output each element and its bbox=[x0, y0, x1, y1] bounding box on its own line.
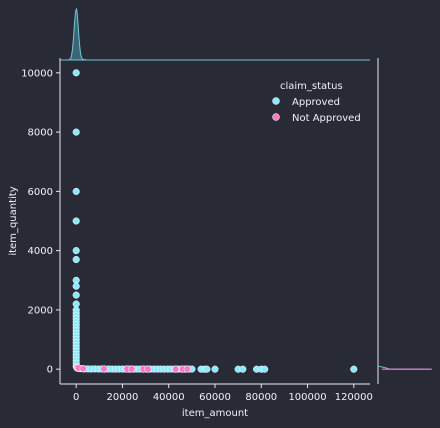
point-approved bbox=[72, 247, 80, 255]
top-density-fill bbox=[66, 8, 86, 60]
point-approved bbox=[72, 282, 80, 290]
point-approved bbox=[72, 276, 80, 284]
point-not-approved bbox=[172, 365, 180, 373]
legend-entry-not-approved: Not Approved bbox=[292, 113, 361, 124]
point-approved bbox=[239, 365, 247, 373]
x-axis: 0 20000 40000 60000 80000 100000 120000 bbox=[73, 384, 373, 403]
point-approved bbox=[203, 365, 211, 373]
point-approved bbox=[72, 255, 80, 264]
point-not-approved bbox=[183, 365, 191, 373]
x-tick-label: 100000 bbox=[288, 392, 326, 403]
point-not-approved bbox=[79, 365, 87, 373]
legend-marker-approved bbox=[272, 97, 280, 105]
point-approved bbox=[211, 365, 219, 373]
top-density-line bbox=[66, 8, 87, 61]
point-approved bbox=[261, 365, 269, 373]
x-tick-label: 0 bbox=[73, 392, 79, 403]
x-tick-label: 80000 bbox=[245, 392, 277, 403]
scatter-points bbox=[72, 69, 358, 373]
legend-title: claim_status bbox=[280, 81, 343, 92]
y-tick-label: 2000 bbox=[28, 305, 53, 316]
point-approved bbox=[72, 128, 80, 136]
y-axis-label: item_quantity bbox=[8, 186, 19, 255]
y-tick-label: 10000 bbox=[21, 68, 53, 79]
legend-marker-not-approved bbox=[272, 113, 280, 121]
y-axis: 0 2000 4000 6000 8000 10000 bbox=[21, 68, 60, 376]
x-tick-label: 40000 bbox=[153, 392, 185, 403]
point-not-approved bbox=[100, 365, 108, 373]
point-approved bbox=[72, 69, 80, 77]
point-approved bbox=[72, 291, 80, 299]
x-axis-label: item_amount bbox=[182, 408, 248, 419]
legend: claim_status Approved Not Approved bbox=[272, 81, 361, 124]
point-approved bbox=[72, 300, 80, 308]
legend-entry-approved: Approved bbox=[292, 97, 340, 108]
y-tick-label: 4000 bbox=[28, 246, 53, 257]
point-not-approved bbox=[144, 365, 152, 373]
y-tick-label: 8000 bbox=[28, 128, 53, 139]
right-marginal-density bbox=[377, 58, 432, 384]
x-tick-label: 120000 bbox=[335, 392, 373, 403]
y-tick-label: 0 bbox=[47, 365, 53, 376]
point-approved bbox=[72, 217, 80, 225]
x-tick-label: 60000 bbox=[199, 392, 231, 403]
y-tick-label: 6000 bbox=[28, 187, 53, 198]
point-approved bbox=[350, 365, 358, 373]
point-approved bbox=[72, 187, 80, 195]
top-marginal-density bbox=[60, 8, 370, 61]
point-not-approved bbox=[128, 365, 136, 373]
x-tick-label: 20000 bbox=[107, 392, 139, 403]
